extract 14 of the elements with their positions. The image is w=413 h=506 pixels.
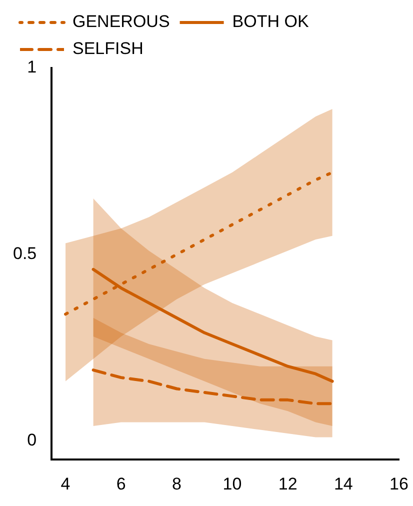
x-tick-label: 12 [278, 474, 298, 494]
legend-label: SELFISH [72, 39, 144, 58]
legend-label: GENEROUS [72, 12, 170, 32]
y-tick-label: 0.5 [12, 244, 37, 264]
x-tick-label: 8 [172, 474, 182, 494]
x-tick-label: 4 [60, 474, 70, 494]
x-tick-label: 14 [334, 474, 353, 494]
line-series [92, 368, 334, 406]
legend-label: BOTH OK [232, 12, 310, 32]
x-tick-label: 16 [390, 474, 408, 494]
x-tick-label: 6 [116, 474, 126, 494]
y-tick-label: 0 [27, 430, 37, 450]
y-tick-label: 1 [27, 58, 37, 77]
x-tick-label: 10 [222, 474, 242, 494]
